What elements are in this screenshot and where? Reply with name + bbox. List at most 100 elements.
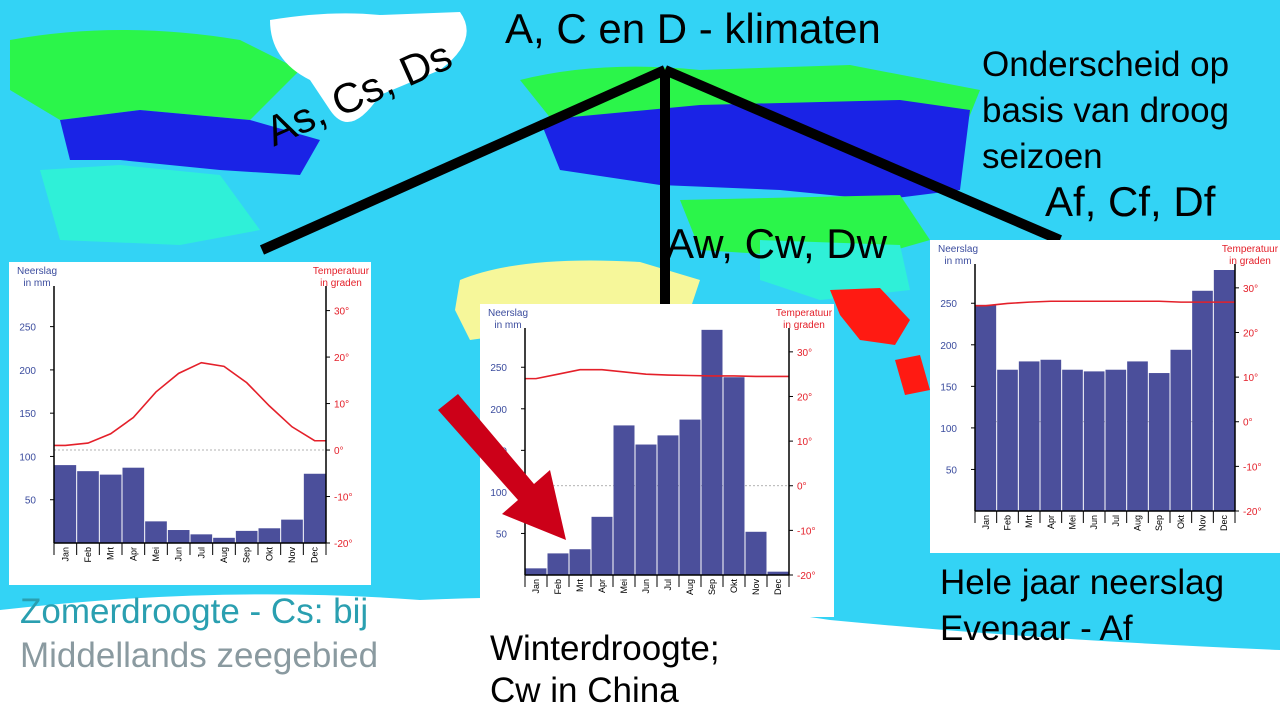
y-left-tick-label: 250 [490,363,507,374]
precipitation-bar-feb [77,471,99,543]
precipitation-bar-aug [679,419,701,575]
x-tick-label-apr: Apr [128,547,138,561]
precipitation-bar-nov [745,531,767,575]
y-right-tick-label: -10° [1243,462,1261,473]
precipitation-bar-apr [1040,359,1062,511]
dry-season-note-line-3: seizoen [982,137,1103,176]
y-left-tick-label: 100 [19,452,36,463]
x-tick-label-jan: Jan [60,547,70,562]
y-left-tick-label: 50 [496,529,508,540]
y-left-label-line-2: in mm [23,278,50,289]
y-left-tick-label: 100 [490,488,507,499]
x-tick-label-apr: Apr [1046,515,1056,529]
x-tick-label-dec: Dec [310,547,320,564]
x-tick-label-jun: Jun [641,579,651,594]
x-tick-label-sep: Sep [242,547,252,563]
x-tick-label-jul: Jul [1111,515,1121,527]
y-right-tick-label: -10° [797,526,815,537]
caption-right-line-2: Evenaar - Af [940,609,1133,648]
caption-right: Hele jaar neerslag Evenaar - Af [940,560,1224,652]
precipitation-bar-jun [635,444,657,575]
y-left-tick-label: 150 [19,409,36,420]
y-left-tick-label: 200 [490,405,507,416]
y-left-tick-label: 150 [940,382,957,393]
y-right-tick-label: -10° [334,493,352,504]
map-region-tropical-red-2 [895,355,930,395]
x-tick-label-dec: Dec [773,579,783,596]
y-right-tick-label: 20° [334,353,349,364]
map-region-antarctica [0,594,1280,720]
map-region-tropical-red [830,288,910,345]
x-tick-label-okt: Okt [1176,515,1186,530]
tree-line-left [259,65,668,255]
precipitation-bar-mei [613,425,635,575]
caption-middle: Winterdroogte; Cw in China [490,628,720,712]
y-right-label-line-2: in graden [320,278,362,289]
y-left-tick-label: 250 [19,323,36,334]
caption-middle-line-2: Cw in China [490,671,679,710]
dry-season-note-line-1: Onderscheid op [982,45,1230,84]
precipitation-bar-mrt [99,474,122,543]
x-tick-label-mei: Mei [1068,515,1078,530]
precipitation-bar-mrt [1018,361,1040,511]
x-tick-label-feb: Feb [83,547,93,563]
precipitation-bar-mrt [569,549,591,575]
precipitation-bar-jul [1105,369,1127,511]
x-tick-label-sep: Sep [707,579,717,595]
caption-left-line-1: Zomerdroogte - Cs: bij [20,592,369,631]
temperature-line [975,300,1235,307]
x-tick-label-jan: Jan [531,579,541,594]
precipitation-bar-sep [1148,373,1170,511]
x-tick-label-aug: Aug [685,579,695,595]
x-tick-label-mrt: Mrt [1024,515,1034,528]
precipitation-bar-dec [767,571,789,575]
red-arrow-icon [438,394,566,540]
y-right-tick-label: -20° [1243,507,1261,518]
x-tick-label-mrt: Mrt [575,579,585,592]
precipitation-bar-dec [303,473,326,543]
precipitation-bar-mei [1062,369,1083,511]
x-tick-label-jun: Jun [174,547,184,562]
x-tick-label-nov: Nov [287,547,297,564]
precipitation-bar-okt [1170,349,1192,511]
y-left-label-line-1: Neerslag [488,308,528,319]
y-right-label-line-1: Temperatuur [1222,244,1279,255]
x-tick-label-jan: Jan [981,515,991,530]
y-right-tick-label: 20° [1243,328,1258,339]
y-left-tick-label: 200 [19,366,36,377]
x-tick-label-jun: Jun [1089,515,1099,530]
y-right-tick-label: 30° [334,307,349,318]
x-tick-label-okt: Okt [264,547,274,562]
precipitation-bar-nov [1192,290,1213,511]
precipitation-bar-okt [258,528,281,543]
group-f-label: Af, Cf, Df [1045,178,1216,225]
page-title: A, C en D - klimaten [505,5,881,52]
y-left-label-line-2: in mm [494,320,521,331]
y-right-tick-label: 0° [1243,418,1253,429]
map-region-ice [270,12,467,122]
precipitation-bar-aug [213,537,235,543]
caption-middle-line-1: Winterdroogte; [490,629,720,668]
y-right-tick-label: 30° [1243,284,1258,295]
precipitation-bar-apr [122,467,145,543]
y-left-tick-label: 200 [940,341,957,352]
x-tick-label-jul: Jul [196,547,206,559]
caption-left-line-2: Middellands zeegebied [20,636,379,675]
map-region-blue-na [540,100,970,200]
temperature-line [525,368,789,380]
x-tick-label-mei: Mei [151,547,161,562]
precipitation-bar-apr [591,516,613,575]
precipitation-bar-okt [723,377,745,575]
precipitation-bar-sep [235,530,258,543]
precipitation-bar-jun [1083,371,1105,511]
precipitation-bar-nov [281,519,303,543]
y-right-tick-label: 10° [334,400,349,411]
y-right-label-line-2: in graden [1229,256,1271,267]
y-right-tick-label: 30° [797,348,812,359]
y-left-label-line-1: Neerslag [938,244,978,255]
y-left-tick-label: 100 [940,424,957,435]
x-tick-label-aug: Aug [219,547,229,563]
x-tick-label-feb: Feb [1003,515,1013,531]
precipitation-bar-jan [975,304,997,511]
